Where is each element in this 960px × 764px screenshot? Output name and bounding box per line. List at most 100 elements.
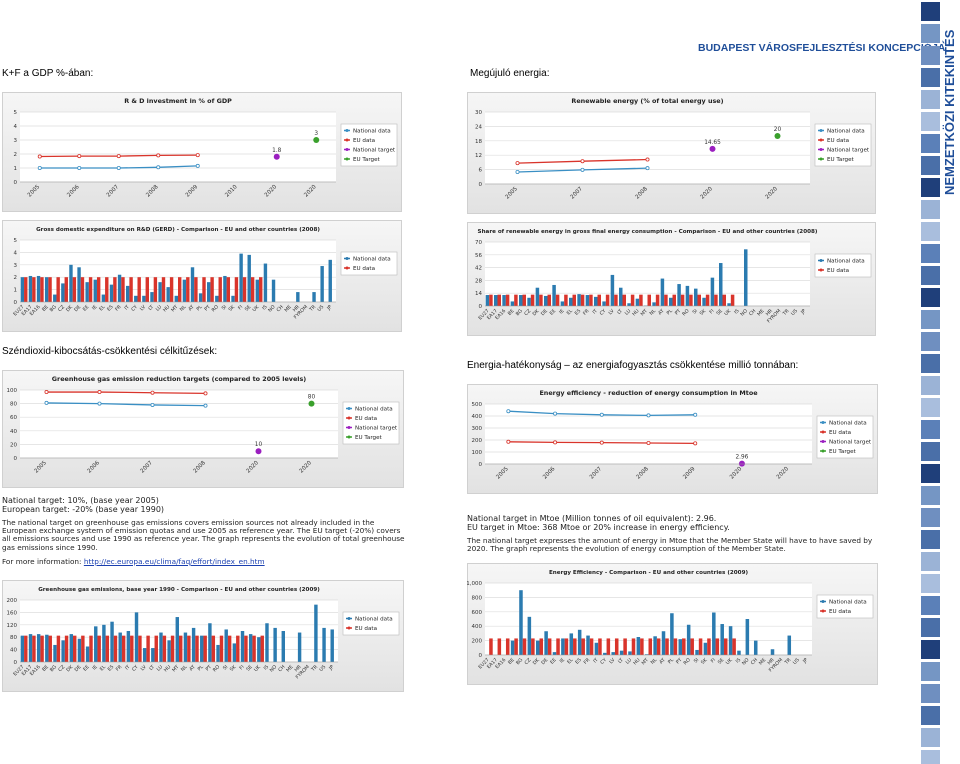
bar	[556, 638, 560, 655]
data-point	[116, 154, 121, 159]
x-tick-label: AT	[658, 657, 666, 665]
bar	[102, 624, 106, 662]
bar	[682, 638, 686, 655]
x-tick-label: DE	[74, 664, 83, 673]
deco-square	[921, 530, 940, 549]
legend-dot	[345, 157, 349, 161]
legend-label: EU data	[353, 138, 375, 144]
bar	[146, 635, 150, 662]
x-tick-label: LV	[608, 657, 617, 666]
x-tick-label: HU	[632, 657, 642, 667]
y-tick-label: 0	[14, 180, 18, 186]
deco-square	[921, 200, 940, 219]
bar	[77, 267, 81, 302]
ghg-notes: National target: 10%, (base year 2005) E…	[2, 496, 408, 566]
legend-box	[340, 251, 398, 276]
x-tick-label: DE	[540, 308, 549, 317]
bar	[672, 294, 676, 306]
data-label: 80	[308, 395, 316, 401]
bar	[581, 638, 585, 655]
x-tick-label: DK	[531, 308, 541, 318]
bar	[564, 294, 568, 306]
legend-dot	[347, 435, 351, 439]
y-tick-label: 120	[7, 623, 18, 629]
legend-dot	[347, 416, 351, 420]
x-tick-label: MT	[640, 308, 649, 317]
bar	[210, 277, 214, 302]
deco-square	[921, 354, 940, 373]
bar	[320, 266, 324, 302]
x-tick-label: NO	[269, 664, 279, 674]
legend-label: EU Target	[827, 157, 855, 163]
x-tick-label: AT	[657, 308, 665, 316]
x-tick-label: ME	[758, 657, 767, 666]
chart: Share of renewable energy in gross final…	[467, 222, 876, 336]
plot-area	[20, 112, 336, 182]
data-point	[506, 409, 511, 414]
y-tick-label: 4	[14, 250, 18, 256]
y-tick-label: 100	[472, 450, 483, 456]
y-tick-label: 100	[7, 388, 18, 394]
x-tick-label: IT	[123, 304, 130, 311]
bar	[661, 631, 666, 655]
bar	[619, 287, 623, 306]
bar	[194, 277, 198, 302]
legend-dot	[821, 449, 825, 453]
bar	[183, 632, 188, 662]
bar	[722, 294, 726, 306]
bar	[130, 635, 134, 662]
bar	[635, 298, 640, 306]
bar	[707, 638, 711, 655]
deco-square	[921, 662, 940, 681]
legend-label: National target	[827, 148, 870, 154]
y-tick-label: 80	[10, 635, 17, 641]
x-tick-label: FI	[238, 664, 245, 671]
bar	[174, 295, 178, 302]
deco-square	[921, 706, 940, 725]
bar	[702, 297, 706, 306]
deco-square	[921, 156, 940, 175]
bar	[236, 635, 240, 662]
x-tick-label: BE	[41, 664, 50, 673]
bar	[252, 635, 256, 662]
bar	[273, 627, 277, 662]
x-tick-label: JP	[327, 664, 335, 672]
y-tick-label: 0	[479, 653, 483, 659]
bar	[585, 295, 590, 306]
data-point	[116, 166, 121, 171]
target-point	[709, 145, 716, 152]
bar	[297, 632, 302, 662]
bar	[720, 624, 724, 655]
legend-label: National data	[829, 600, 867, 606]
bar	[690, 638, 694, 655]
y-tick-label: 18	[475, 139, 482, 145]
bar	[93, 279, 97, 302]
bar	[727, 303, 731, 306]
bar	[519, 590, 523, 655]
bar	[239, 253, 243, 302]
legend-label: National data	[355, 617, 393, 623]
x-tick-label: SK	[229, 664, 238, 673]
bar	[232, 643, 237, 662]
chart-title: Energy efficiency - reduction of energy …	[539, 389, 758, 397]
bar	[753, 640, 758, 655]
x-tick-label: HR	[292, 304, 302, 314]
bar	[714, 294, 718, 306]
data-line	[46, 402, 206, 407]
bar	[614, 638, 619, 655]
deco-square	[921, 442, 940, 461]
legend-label: National data	[353, 257, 391, 263]
info-link[interactable]: http://ec.europa.eu/clima/faq/effort/ind…	[83, 556, 265, 566]
x-tick-label: LU	[624, 308, 633, 317]
bar	[770, 649, 775, 655]
bar	[527, 297, 531, 306]
y-tick-label: 200	[7, 598, 18, 604]
section-heading: K+F a GDP %-ában:	[2, 68, 94, 79]
x-tick-label: JP	[799, 308, 807, 316]
x-tick-label: UK	[725, 657, 735, 667]
x-tick-label: BG	[515, 657, 524, 666]
y-tick-label: 600	[472, 610, 483, 616]
x-tick-label: PT	[675, 657, 683, 665]
bar	[544, 295, 548, 306]
